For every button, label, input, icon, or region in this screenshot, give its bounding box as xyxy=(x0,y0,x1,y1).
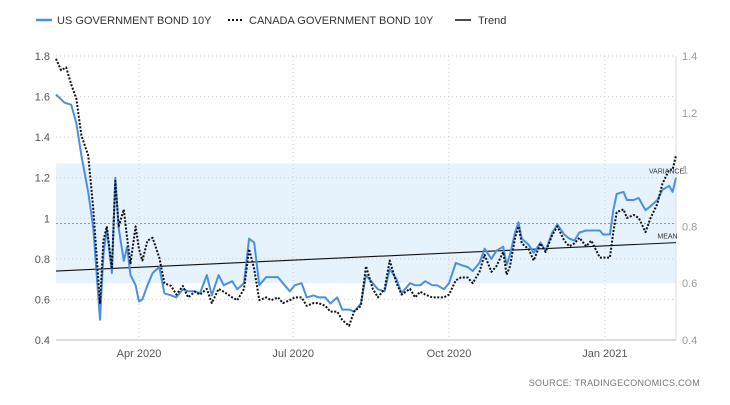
y-right-tick-label: 1.2 xyxy=(682,108,697,120)
axis-layer: 1.8 1.6 1.4 1.2 1 0.8 0.6 0.4 1.4 1.2 1 0.8 0.6 0.4 Ap… xyxy=(35,51,698,360)
y-left-tick-label: 1.4 xyxy=(35,132,50,144)
annotation-variance: VARIANCE xyxy=(649,169,685,176)
legend-item-canada[interactable]: CANADA GOVERNMENT BOND 10Y xyxy=(228,15,434,27)
y-right-tick-label: 1 xyxy=(682,165,688,177)
y-right-tick-label: 0.8 xyxy=(682,221,697,233)
y-right-tick-label: 0.6 xyxy=(682,278,697,290)
legend-label-us: US GOVERNMENT BOND 10Y xyxy=(57,15,212,27)
annotation-layer: VARIANCE MEAN xyxy=(56,169,684,241)
y-left-tick-label: 0.4 xyxy=(35,335,50,347)
y-left-tick-label: 1.8 xyxy=(35,51,50,63)
y-left-tick-label: 1.6 xyxy=(35,92,50,104)
x-tick-label: Jan 2021 xyxy=(582,348,627,360)
y-left-tick-label: 0.6 xyxy=(35,294,50,306)
x-tick-label: Apr 2020 xyxy=(117,348,162,360)
x-tick-label: Jul 2020 xyxy=(272,348,314,360)
series-line-us xyxy=(55,93,677,321)
legend-item-trend[interactable]: Trend xyxy=(455,15,506,27)
y-left-tick-label: 1.2 xyxy=(35,173,50,185)
y-left-tick-label: 0.8 xyxy=(35,254,50,266)
legend-label-trend: Trend xyxy=(478,15,506,27)
legend: US GOVERNMENT BOND 10Y CANADA GOVERNMENT… xyxy=(36,15,506,27)
y-right-tick-label: 0.4 xyxy=(682,335,697,347)
series-line-canada xyxy=(55,58,677,327)
legend-label-canada: CANADA GOVERNMENT BOND 10Y xyxy=(249,15,434,27)
legend-item-us[interactable]: US GOVERNMENT BOND 10Y xyxy=(36,15,212,27)
y-right-tick-label: 1.4 xyxy=(682,51,697,63)
y-left-tick-label: 1 xyxy=(44,213,50,225)
series-layer xyxy=(55,58,677,327)
annotation-mean: MEAN xyxy=(657,234,677,241)
x-tick-label: Oct 2020 xyxy=(427,348,472,360)
source-label: SOURCE: TRADINGECONOMICS.COM xyxy=(529,378,700,388)
